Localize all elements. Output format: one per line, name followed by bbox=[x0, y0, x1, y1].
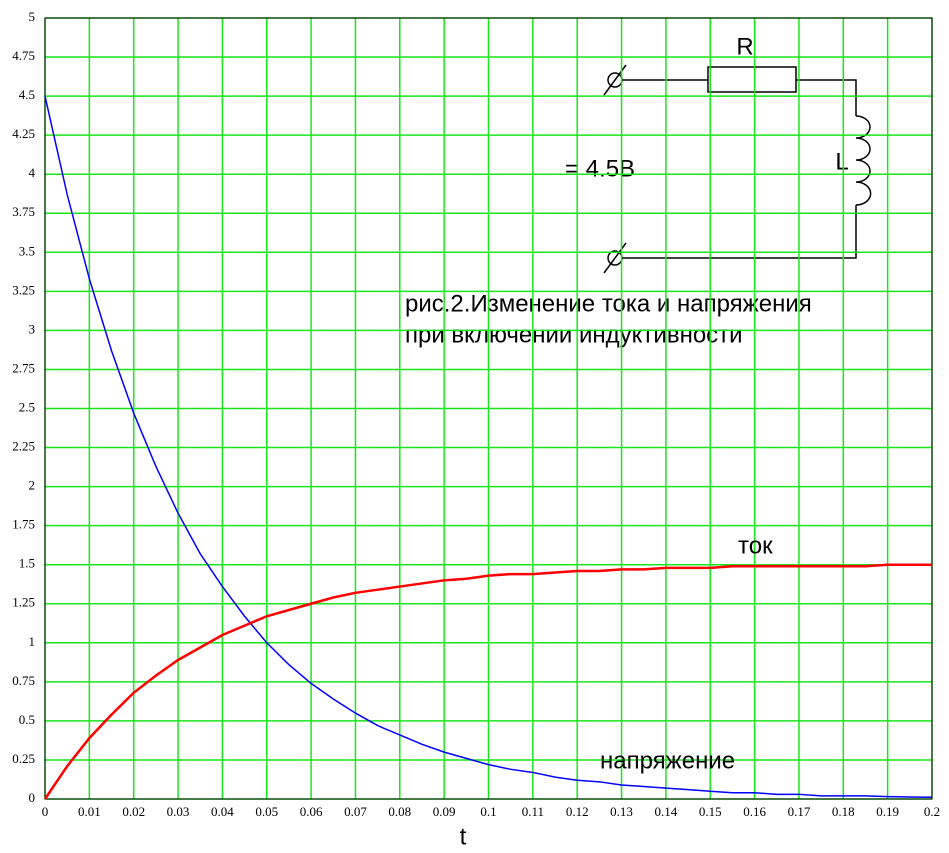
x-tick-label: 0.05 bbox=[255, 804, 278, 819]
resistor-label: R bbox=[736, 33, 753, 60]
y-tick-label: 0 bbox=[29, 790, 36, 805]
y-tick-label: 4.25 bbox=[12, 126, 35, 141]
x-tick-label: 0.06 bbox=[300, 804, 323, 819]
inductor-label: L bbox=[835, 148, 848, 175]
circuit bbox=[603, 64, 872, 274]
x-tick-label: 0.01 bbox=[78, 804, 101, 819]
y-tick-label: 2.25 bbox=[12, 439, 35, 454]
x-tick-label: 0.1 bbox=[480, 804, 496, 819]
series-label: напряжение bbox=[600, 747, 735, 774]
plot-frame bbox=[44, 17, 933, 800]
y-tick-label: 4 bbox=[29, 165, 36, 180]
y-tick-label: 2.5 bbox=[19, 399, 35, 414]
y-tick-label: 1.5 bbox=[19, 556, 35, 571]
series-label: ток bbox=[738, 532, 773, 559]
inductor bbox=[855, 115, 872, 206]
x-tick-label: 0.13 bbox=[610, 804, 633, 819]
x-tick-label: 0.09 bbox=[433, 804, 456, 819]
x-tick-label: 0.11 bbox=[522, 804, 544, 819]
y-tick-label: 3.5 bbox=[19, 243, 35, 258]
x-tick-label: 0.04 bbox=[211, 804, 234, 819]
resistor bbox=[707, 66, 797, 93]
y-tick-label: 3 bbox=[29, 321, 36, 336]
y-tick-label: 3.25 bbox=[12, 282, 35, 297]
y-tick-label: 0.25 bbox=[12, 751, 35, 766]
series-line bbox=[43, 563, 932, 800]
y-tick-label: 3.75 bbox=[12, 204, 35, 219]
x-tick-label: 0.14 bbox=[655, 804, 678, 819]
y-tick-label: 2.75 bbox=[12, 360, 35, 375]
x-tick-label: 0.2 bbox=[924, 804, 940, 819]
y-tick-label: 4.75 bbox=[12, 48, 35, 63]
series-line bbox=[44, 95, 933, 799]
terminal-slash bbox=[603, 64, 627, 96]
x-axis-label: t bbox=[460, 823, 467, 850]
y-tick-label: 0.5 bbox=[19, 712, 35, 727]
x-tick-label: 0 bbox=[42, 804, 49, 819]
y-tick-label: 0.75 bbox=[12, 673, 35, 688]
x-tick-label: 0.12 bbox=[566, 804, 589, 819]
y-tick-label: 5 bbox=[29, 9, 36, 24]
caption-line: рис.2.Изменение тока и напряжения bbox=[405, 290, 812, 317]
y-tick-label: 1.75 bbox=[12, 517, 35, 532]
x-tick-label: 0.16 bbox=[743, 804, 766, 819]
x-tick-label: 0.15 bbox=[699, 804, 722, 819]
caption-line: при включении индуктивности bbox=[405, 321, 743, 348]
x-tick-label: 0.03 bbox=[167, 804, 190, 819]
x-tick-label: 0.02 bbox=[122, 804, 145, 819]
source-label: = 4.5B bbox=[565, 155, 635, 182]
x-tick-label: 0.08 bbox=[388, 804, 411, 819]
y-tick-label: 1 bbox=[29, 634, 36, 649]
wire bbox=[796, 79, 857, 116]
x-tick-label: 0.18 bbox=[832, 804, 855, 819]
terminal-slash bbox=[603, 242, 627, 274]
y-tick-label: 4.5 bbox=[19, 87, 35, 102]
wire bbox=[622, 205, 857, 259]
y-tick-label: 2 bbox=[29, 478, 36, 493]
x-tick-label: 0.17 bbox=[788, 804, 811, 819]
y-tick-label: 1.25 bbox=[12, 595, 35, 610]
x-tick-label: 0.07 bbox=[344, 804, 367, 819]
x-tick-label: 0.19 bbox=[876, 804, 899, 819]
